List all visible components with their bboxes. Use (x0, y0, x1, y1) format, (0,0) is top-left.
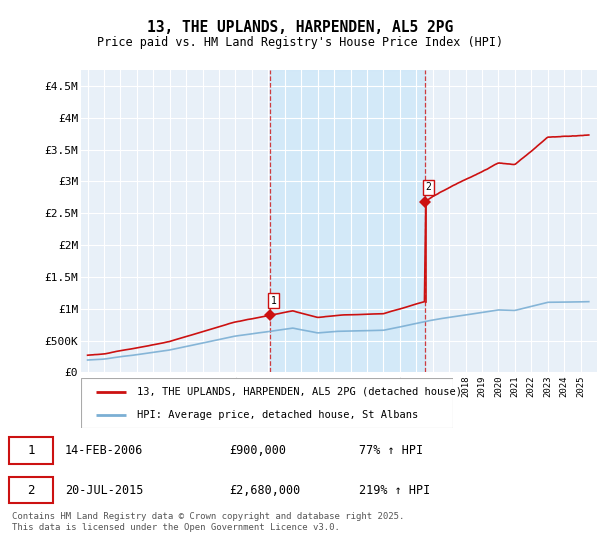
Text: HPI: Average price, detached house, St Albans: HPI: Average price, detached house, St A… (137, 410, 418, 420)
Bar (271, 70, 425, 372)
Text: 2: 2 (425, 182, 431, 192)
Text: 77% ↑ HPI: 77% ↑ HPI (359, 444, 423, 458)
Text: 219% ↑ HPI: 219% ↑ HPI (359, 483, 430, 497)
Text: £2,680,000: £2,680,000 (229, 483, 301, 497)
Text: £900,000: £900,000 (229, 444, 286, 458)
Text: 1: 1 (271, 296, 277, 306)
Text: 2: 2 (27, 483, 35, 497)
Text: Price paid vs. HM Land Registry's House Price Index (HPI): Price paid vs. HM Land Registry's House … (97, 36, 503, 49)
Text: 13, THE UPLANDS, HARPENDEN, AL5 2PG (detached house): 13, THE UPLANDS, HARPENDEN, AL5 2PG (det… (137, 386, 462, 396)
Text: 14-FEB-2006: 14-FEB-2006 (65, 444, 143, 458)
Text: Contains HM Land Registry data © Crown copyright and database right 2025.
This d: Contains HM Land Registry data © Crown c… (12, 512, 404, 532)
FancyBboxPatch shape (9, 477, 53, 503)
Text: 1: 1 (27, 444, 35, 458)
Text: 13, THE UPLANDS, HARPENDEN, AL5 2PG: 13, THE UPLANDS, HARPENDEN, AL5 2PG (147, 20, 453, 35)
FancyBboxPatch shape (9, 437, 53, 464)
Text: 20-JUL-2015: 20-JUL-2015 (65, 483, 143, 497)
